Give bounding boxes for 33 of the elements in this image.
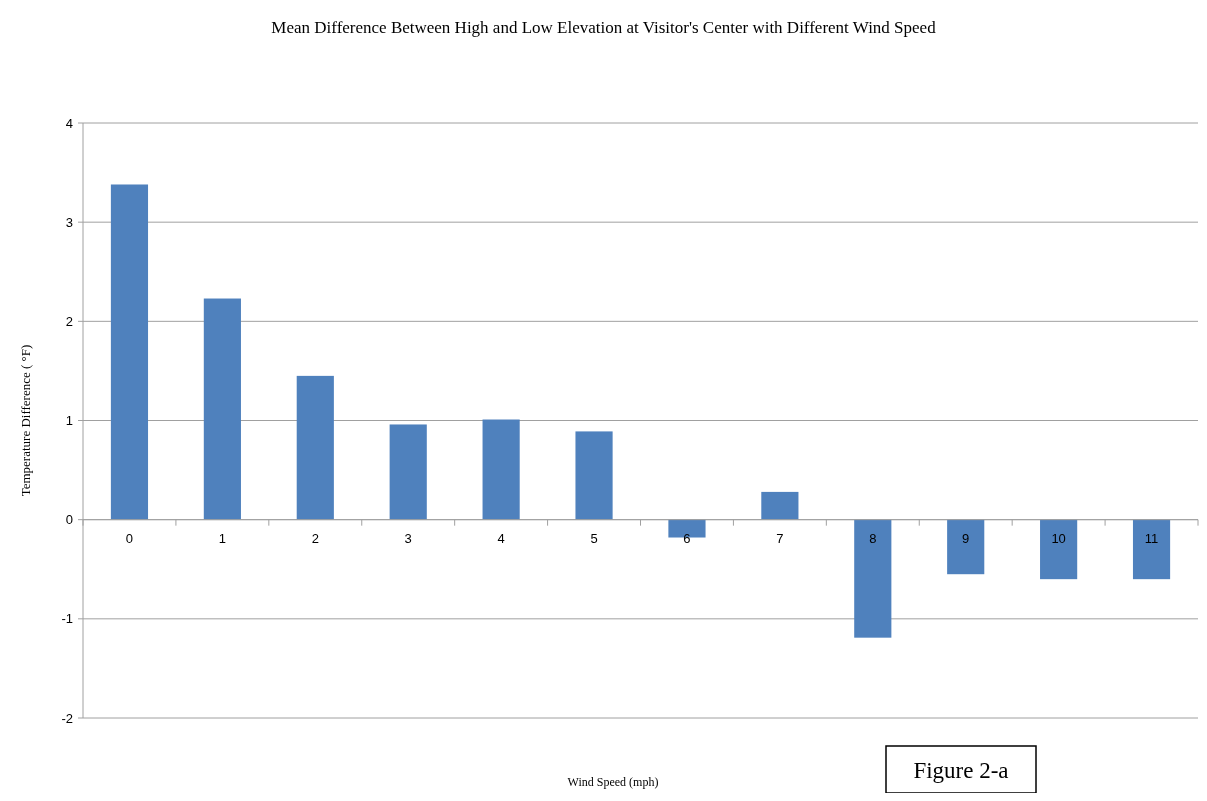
x-tick-label: 0	[125, 530, 134, 546]
caption: Figure 2-a	[913, 758, 1009, 783]
bar	[854, 519, 892, 638]
chart-title: Mean Difference Between High and Low Elevation at Visitor's Center with Different Wind Speed	[271, 18, 937, 37]
y-tick-label: 3	[65, 214, 73, 230]
y-axis-title: Temperature Difference ( °F)	[18, 344, 33, 497]
bar	[110, 184, 149, 520]
x-tick-label: 7	[776, 530, 784, 546]
y-tick-label: 1	[65, 413, 73, 429]
x-tick-label: 10	[1051, 530, 1066, 546]
bar	[1040, 519, 1078, 580]
x-tick-label: 5	[590, 530, 598, 546]
x-tick-label: 3	[404, 530, 412, 546]
bar	[296, 375, 334, 520]
bar	[761, 491, 799, 520]
bar	[1132, 519, 1171, 580]
x-tick-label: 8	[869, 530, 877, 546]
x-axis-title: Wind Speed (mph)	[567, 775, 659, 789]
y-tick-label: -1	[61, 611, 73, 627]
bar	[482, 419, 520, 520]
bar	[203, 298, 241, 520]
y-tick-label: -2	[61, 710, 73, 726]
x-tick-label: 4	[497, 530, 505, 546]
y-tick-label: 2	[65, 313, 73, 329]
x-tick-label: 11	[1144, 530, 1159, 546]
bar	[389, 424, 427, 520]
x-tick-label: 1	[218, 530, 226, 546]
x-tick-label: 9	[962, 530, 970, 546]
bar	[947, 519, 985, 575]
x-tick-label: 2	[311, 530, 319, 546]
y-tick-label: 0	[65, 512, 73, 528]
bar	[575, 431, 613, 520]
y-tick-label: 4	[65, 115, 73, 131]
